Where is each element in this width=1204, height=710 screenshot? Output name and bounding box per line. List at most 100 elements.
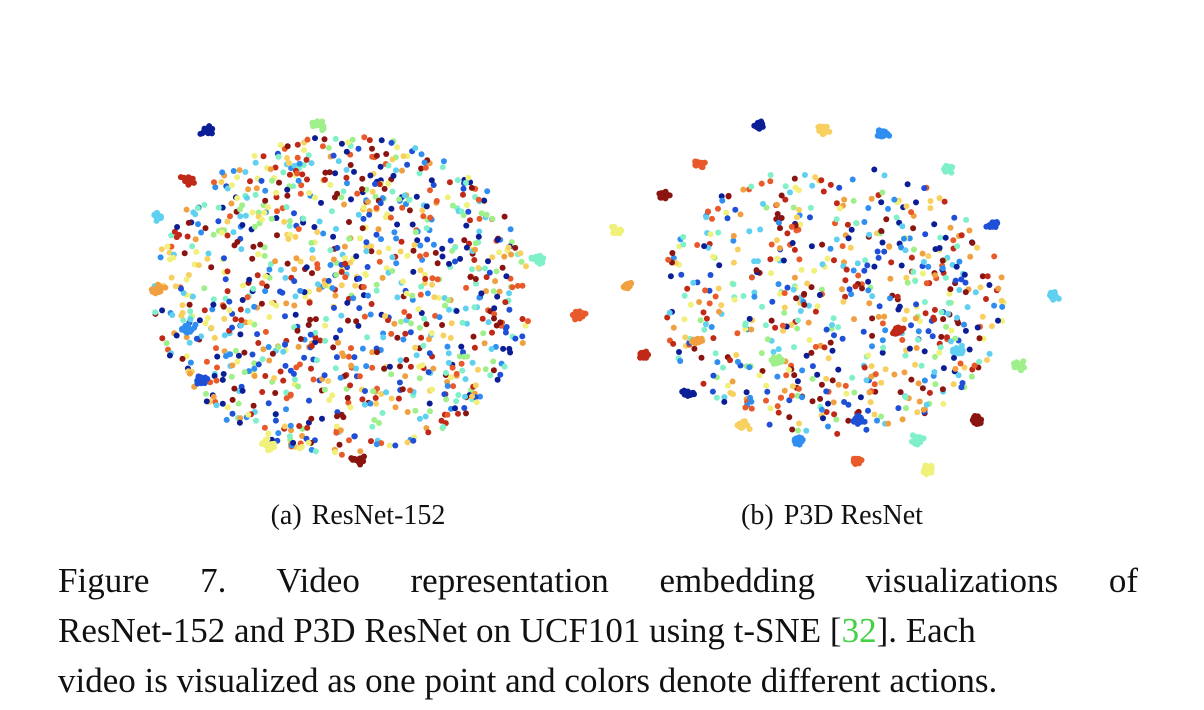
cluster-point: [162, 284, 169, 291]
data-point: [794, 325, 801, 332]
cluster-point: [959, 349, 966, 356]
data-point: [775, 281, 782, 288]
data-point: [294, 154, 301, 161]
cluster-point: [348, 455, 355, 462]
data-point: [845, 417, 852, 424]
caption-line-2-post: ]. Each: [876, 611, 976, 650]
data-point: [416, 415, 423, 422]
data-point: [396, 196, 403, 203]
data-point: [781, 290, 788, 297]
data-point: [268, 215, 275, 222]
data-point: [304, 136, 311, 143]
data-point: [702, 321, 709, 328]
data-point: [418, 334, 425, 341]
data-point: [766, 421, 773, 428]
data-point: [497, 371, 504, 378]
data-point: [348, 362, 355, 369]
data-point: [445, 359, 452, 366]
data-point: [213, 377, 220, 384]
data-point: [921, 299, 928, 305]
data-point: [976, 358, 983, 365]
data-point: [756, 372, 763, 379]
data-point: [503, 273, 510, 280]
data-point: [698, 354, 705, 361]
data-point: [444, 411, 451, 418]
data-point: [241, 369, 248, 376]
cluster-point: [208, 130, 215, 137]
data-point: [906, 235, 913, 242]
data-point: [463, 179, 469, 186]
data-point: [342, 260, 349, 267]
data-point: [436, 314, 443, 321]
data-point: [834, 430, 841, 437]
data-point: [284, 143, 291, 150]
data-point: [664, 314, 671, 321]
data-point: [514, 282, 521, 289]
data-point: [764, 388, 771, 395]
data-point: [399, 167, 405, 174]
cluster-point: [776, 353, 782, 360]
data-point: [234, 174, 241, 181]
data-point: [963, 216, 970, 223]
subcaption-a-label: (a): [270, 500, 302, 531]
data-point: [506, 290, 512, 297]
data-point: [974, 324, 981, 331]
data-point: [332, 170, 339, 177]
data-point: [373, 287, 380, 294]
data-point: [306, 397, 312, 404]
data-point: [251, 303, 258, 310]
data-point: [296, 160, 303, 167]
data-point: [329, 392, 336, 399]
tsne-scatter-resnet152: [148, 118, 589, 468]
data-point: [512, 335, 519, 342]
data-point: [974, 244, 981, 251]
data-point: [991, 253, 998, 260]
data-point: [286, 433, 293, 440]
data-point: [221, 315, 228, 322]
data-point: [379, 274, 386, 281]
data-point: [387, 214, 394, 221]
data-point: [484, 188, 491, 195]
data-point: [226, 298, 233, 305]
data-point: [268, 299, 275, 306]
data-point: [865, 278, 872, 285]
data-point: [969, 239, 976, 246]
data-point: [314, 265, 321, 272]
data-point: [807, 214, 813, 221]
data-point: [407, 363, 414, 370]
data-point: [295, 177, 302, 184]
data-point: [412, 407, 419, 414]
data-point: [801, 172, 808, 178]
data-point: [359, 175, 366, 182]
data-point: [757, 226, 764, 233]
data-point: [925, 263, 932, 270]
data-point: [777, 290, 784, 297]
data-point: [835, 324, 842, 331]
data-point: [403, 356, 410, 363]
data-point: [903, 307, 910, 314]
data-point: [312, 339, 319, 346]
data-point: [400, 278, 406, 285]
citation-link[interactable]: 32: [841, 611, 877, 650]
data-point: [904, 279, 911, 286]
data-point: [839, 286, 845, 293]
data-point: [953, 263, 960, 270]
data-point: [211, 373, 218, 379]
data-point: [261, 244, 268, 251]
data-point: [267, 166, 274, 173]
data-point: [299, 171, 306, 178]
data-point: [844, 221, 851, 228]
data-point: [942, 274, 949, 281]
data-point: [420, 213, 427, 220]
data-point: [945, 299, 952, 306]
data-point: [295, 226, 302, 232]
data-point: [999, 303, 1006, 310]
data-point: [751, 293, 758, 300]
data-point: [220, 371, 227, 377]
data-point: [413, 193, 420, 200]
cluster-point: [892, 330, 899, 337]
data-point: [234, 195, 241, 202]
data-point: [338, 411, 345, 418]
data-point: [485, 258, 491, 265]
data-point: [478, 210, 485, 217]
